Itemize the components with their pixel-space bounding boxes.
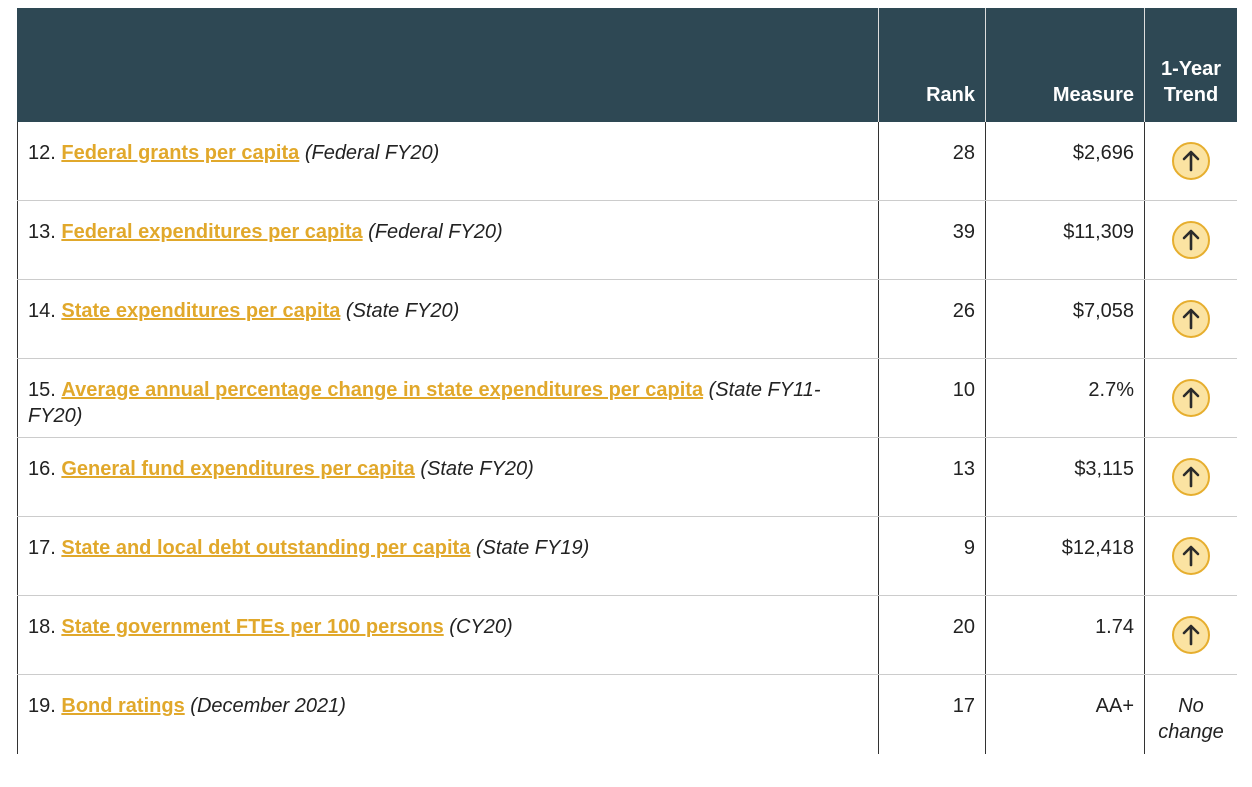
- period-note: (December 2021): [190, 695, 346, 717]
- measure: $12,418: [1061, 537, 1134, 559]
- rank-cell: 13: [878, 438, 985, 516]
- rank: 13: [952, 458, 975, 480]
- rank: 9: [963, 537, 975, 559]
- measure-name-cell: 15. Average annual percentage change in …: [17, 359, 878, 437]
- table-row: 19. Bond ratings (December 2021) 17 AA+ No …: [17, 675, 1237, 754]
- trend-up-icon: [1172, 379, 1210, 417]
- header-text: Rank: [926, 84, 975, 106]
- table: Rank Measure 1-Year Trend 12. Federal grant…: [17, 8, 1237, 754]
- rank-cell: 26: [878, 280, 985, 358]
- trend-cell: [1144, 280, 1237, 358]
- period-note: (Federal FY20): [304, 142, 440, 164]
- period-note: (State FY11-FY20): [28, 379, 821, 427]
- rank-cell: 39: [878, 201, 985, 279]
- measure-link[interactable]: Federal grants per capita: [61, 142, 300, 164]
- measure-name-cell: 13. Federal expenditures per capita (Fed…: [17, 201, 878, 279]
- trend-up-icon: [1172, 616, 1210, 654]
- trend-cell: [1144, 517, 1237, 595]
- period-note: (CY20): [449, 616, 513, 638]
- table-row: 14. State expenditures per capita (State…: [17, 280, 1237, 359]
- measure-link[interactable]: State expenditures per capita: [61, 300, 341, 322]
- trend-cell: [1144, 438, 1237, 516]
- item-number: 18.: [28, 616, 56, 638]
- header-cell: Measure: [985, 8, 1144, 122]
- trend-cell: [1144, 359, 1237, 437]
- trend-cell: No change: [1144, 675, 1237, 754]
- measure-link[interactable]: General fund expenditures per capita: [61, 458, 415, 480]
- measure: 2.7%: [1088, 379, 1134, 401]
- measure: $11,309: [1063, 221, 1134, 243]
- table-row: 15. Average annual percentage change in …: [17, 359, 1237, 438]
- rank: 20: [952, 616, 975, 638]
- measure-link[interactable]: Bond ratings: [61, 695, 185, 717]
- measure-link[interactable]: State government FTEs per 100 persons: [61, 616, 444, 638]
- rank: 39: [952, 221, 975, 243]
- item-number: 17.: [28, 537, 56, 559]
- header-row: Rank Measure 1-Year Trend: [17, 8, 1237, 122]
- period-note: (Federal FY20): [368, 221, 503, 243]
- measure-cell: $11,309: [985, 201, 1144, 279]
- item-number: 19.: [28, 695, 56, 717]
- trend-text: No change: [1158, 695, 1224, 743]
- trend-cell: [1144, 122, 1237, 200]
- rank-cell: 20: [878, 596, 985, 674]
- measure-cell: $2,696: [985, 122, 1144, 200]
- rank-cell: 17: [878, 675, 985, 754]
- trend-up-icon: [1172, 142, 1210, 180]
- measure-cell: $7,058: [985, 280, 1144, 358]
- table-row: 18. State government FTEs per 100 person…: [17, 596, 1237, 675]
- measure-cell: $3,115: [985, 438, 1144, 516]
- table-row: 12. Federal grants per capita (Federal F…: [17, 122, 1237, 201]
- header-cell: Rank: [878, 8, 985, 122]
- measure-link[interactable]: State and local debt outstanding per cap…: [61, 537, 471, 559]
- period-note: (State FY19): [475, 537, 590, 559]
- period-note: (State FY20): [345, 300, 460, 322]
- measure-cell: AA+: [985, 675, 1144, 754]
- period-note: (State FY20): [420, 458, 534, 480]
- measure-link[interactable]: Average annual percentage change in stat…: [61, 379, 704, 401]
- item-number: 16.: [28, 458, 56, 480]
- measure-name-cell: 17. State and local debt outstanding per…: [17, 517, 878, 595]
- measure: $3,115: [1074, 458, 1134, 480]
- measure-name-cell: 18. State government FTEs per 100 person…: [17, 596, 878, 674]
- measure-name-cell: 14. State expenditures per capita (State…: [17, 280, 878, 358]
- rank-cell: 28: [878, 122, 985, 200]
- measure: 1.74: [1095, 616, 1134, 638]
- measure-cell: 1.74: [985, 596, 1144, 674]
- header-text: 1-Year Trend: [1160, 58, 1222, 106]
- item-number: 14.: [28, 300, 56, 322]
- trend-up-icon: [1172, 221, 1210, 259]
- measure-name-cell: 12. Federal grants per capita (Federal F…: [17, 122, 878, 200]
- header-text: Measure: [1052, 84, 1134, 106]
- measure-cell: $12,418: [985, 517, 1144, 595]
- rank: 10: [952, 379, 975, 401]
- measure: $2,696: [1072, 142, 1134, 164]
- trend-up-icon: [1172, 300, 1210, 338]
- item-number: 13.: [28, 221, 56, 243]
- rank: 26: [952, 300, 975, 322]
- measure-link[interactable]: Federal expenditures per capita: [61, 221, 363, 243]
- rank-cell: 9: [878, 517, 985, 595]
- trend-up-icon: [1172, 458, 1210, 496]
- measure: $7,058: [1072, 300, 1134, 322]
- item-number: 15.: [28, 379, 56, 401]
- table-row: 16. General fund expenditures per capita…: [17, 438, 1237, 517]
- measure-name-cell: 19. Bond ratings (December 2021): [17, 675, 878, 754]
- measure-cell: 2.7%: [985, 359, 1144, 437]
- header-cell: [17, 8, 878, 122]
- trend-cell: [1144, 201, 1237, 279]
- measure: AA+: [1095, 695, 1134, 717]
- table-row: 17. State and local debt outstanding per…: [17, 517, 1237, 596]
- rank: 17: [952, 695, 975, 717]
- table-row: 13. Federal expenditures per capita (Fed…: [17, 201, 1237, 280]
- trend-cell: [1144, 596, 1237, 674]
- rank: 28: [952, 142, 975, 164]
- rank-cell: 10: [878, 359, 985, 437]
- trend-up-icon: [1172, 537, 1210, 575]
- header-cell: 1-Year Trend: [1144, 8, 1237, 122]
- measure-name-cell: 16. General fund expenditures per capita…: [17, 438, 878, 516]
- item-number: 12.: [28, 142, 56, 164]
